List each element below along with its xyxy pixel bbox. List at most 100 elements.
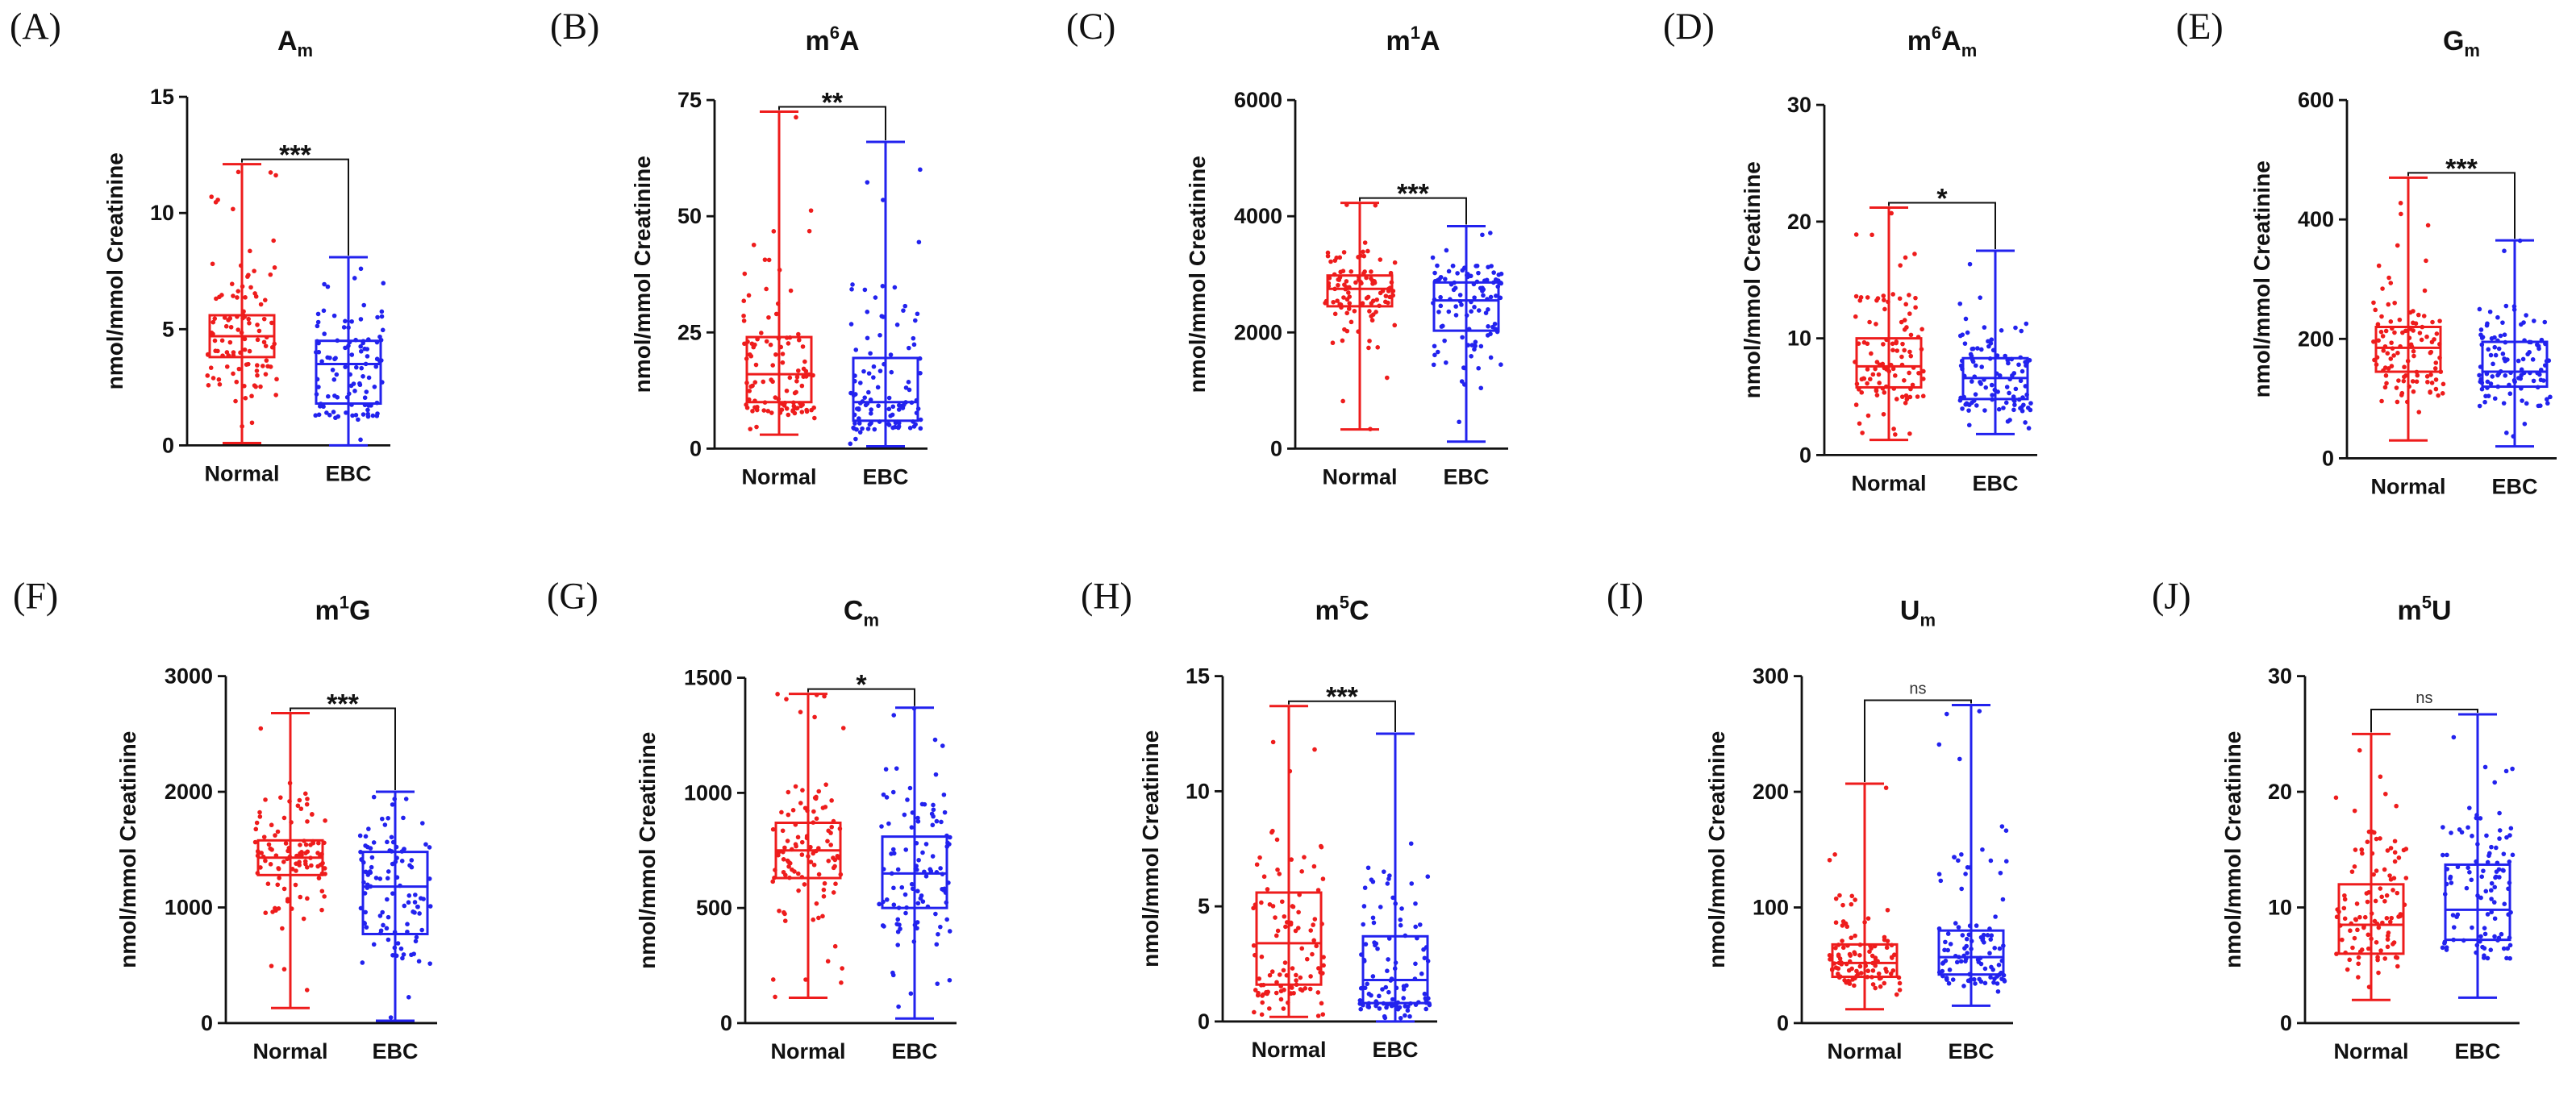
data-point (1274, 980, 1279, 985)
data-point (1274, 837, 1280, 843)
data-point (2373, 898, 2378, 904)
data-point (2490, 374, 2495, 379)
data-point (330, 368, 336, 372)
data-point (227, 339, 233, 345)
data-point (1335, 298, 1340, 303)
data-point (1867, 949, 1872, 955)
data-point (217, 381, 223, 387)
data-point (323, 818, 327, 823)
data-point (1269, 969, 1275, 974)
data-point (1289, 857, 1294, 862)
data-point (889, 369, 894, 375)
data-point (413, 893, 418, 897)
data-point (358, 343, 363, 349)
y-axis-label-group: nmol/mmol Creatinine (1740, 161, 1765, 398)
data-point (231, 371, 236, 377)
data-point (1853, 293, 1859, 299)
y-axis-label-group: nmol/mmol Creatinine (1138, 730, 1163, 968)
data-point (281, 859, 286, 864)
data-point (1435, 263, 1440, 268)
data-point (940, 743, 945, 748)
data-point (1254, 862, 1260, 868)
data-point (364, 925, 369, 930)
data-point (324, 410, 329, 415)
data-point (1837, 893, 1842, 898)
data-point (751, 242, 757, 248)
data-point (2441, 381, 2446, 387)
data-point (256, 328, 262, 334)
data-point (210, 319, 216, 325)
data-point (1446, 309, 1452, 314)
data-point (769, 410, 774, 415)
data-point (309, 863, 314, 868)
data-point (377, 913, 383, 918)
data-point (831, 865, 836, 871)
data-point (766, 314, 771, 320)
panel-title: m1G (315, 593, 371, 626)
data-point (1294, 972, 1298, 978)
data-point (2542, 319, 2548, 325)
significance-bracket: *** (1359, 179, 1467, 225)
data-point (798, 710, 803, 714)
data-point (1405, 1008, 1411, 1013)
data-point (1943, 939, 1948, 945)
data-point (762, 257, 768, 262)
data-point (2502, 356, 2507, 361)
data-point (1852, 983, 1857, 988)
significance-label: *** (1397, 179, 1429, 210)
data-point (303, 842, 309, 847)
data-point (2477, 403, 2482, 409)
data-point (906, 380, 911, 385)
significance-bracket: *** (241, 140, 349, 256)
data-point (1299, 946, 1305, 951)
data-point (236, 327, 241, 332)
data-point (2385, 933, 2391, 938)
data-point (1302, 855, 1307, 859)
data-point (2469, 877, 2474, 883)
iqr-box (1361, 934, 1429, 1005)
data-point (361, 373, 365, 379)
data-point (1269, 830, 1274, 835)
data-point (1473, 264, 1478, 268)
data-point (2503, 373, 2508, 378)
data-point (1298, 975, 1303, 980)
panel-title: m5C (1315, 593, 1369, 626)
data-point (792, 410, 798, 416)
panel-title-text: m5U (2397, 593, 2451, 626)
data-point (2449, 830, 2453, 835)
data-point (242, 336, 248, 342)
data-point (933, 911, 938, 917)
data-point (881, 198, 886, 202)
data-point (1453, 304, 1458, 309)
data-point (799, 410, 805, 414)
data-point (263, 343, 269, 348)
data-point (236, 289, 241, 293)
y-axis-label: nmol/mmol Creatinine (630, 156, 655, 393)
data-point (2492, 344, 2498, 350)
data-point (315, 319, 321, 325)
data-point (1307, 986, 1313, 992)
significance-bracket: *** (1288, 682, 1396, 732)
data-point (234, 379, 240, 385)
data-point (2345, 967, 2350, 972)
data-point (786, 341, 791, 346)
data-point (884, 897, 890, 902)
panel-letter: (E) (2176, 6, 2224, 47)
data-point (1346, 290, 1351, 295)
data-point (2388, 846, 2394, 851)
data-point (1936, 742, 1942, 747)
data-point (1386, 957, 1390, 962)
data-point (1378, 905, 1383, 909)
data-point (1982, 325, 1987, 330)
panel-letter: (I) (1607, 576, 1644, 617)
data-point (2520, 398, 2524, 403)
data-point (379, 309, 385, 314)
data-point (1981, 932, 1986, 938)
y-tick-label: 5 (162, 317, 174, 341)
y-axis-label: nmol/mmol Creatinine (102, 152, 127, 389)
data-point (2478, 816, 2483, 821)
data-point (281, 967, 287, 972)
data-point (947, 929, 952, 934)
data-point (1870, 372, 1876, 377)
y-axis-label: nmol/mmol Creatinine (2220, 731, 2245, 968)
